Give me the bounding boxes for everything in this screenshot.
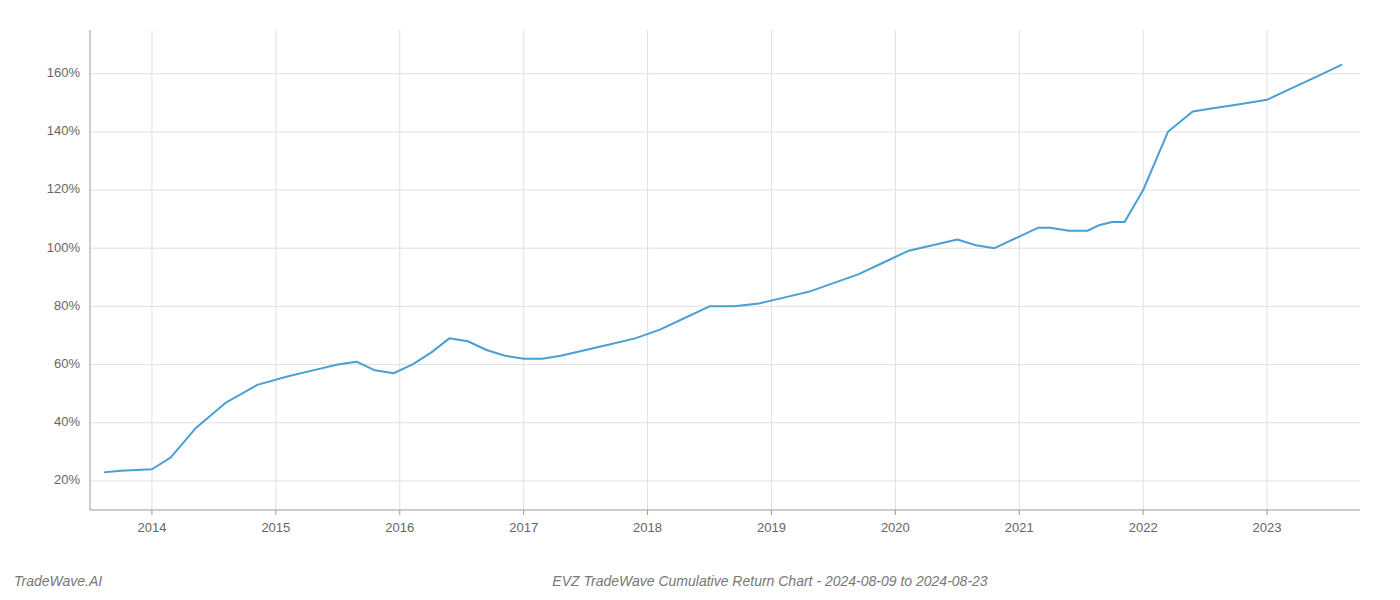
x-tick-label: 2014 [137, 520, 166, 535]
x-grid-line [523, 30, 524, 510]
y-tick-label: 80% [54, 298, 80, 313]
y-grid-line [90, 73, 1360, 74]
x-tick-mark [1143, 510, 1144, 515]
chart-container: 20% 40% 60% 80% 100% 120% 140% 160% 2014 2015 2016… [0, 0, 1400, 600]
y-axis-line [90, 30, 91, 510]
y-tick-label: 60% [54, 356, 80, 371]
x-tick-label: 2021 [1005, 520, 1034, 535]
y-tick-label: 120% [47, 181, 81, 196]
axes: 20% 40% 60% 80% 100% 120% 140% 160% 2014 2015 2016… [47, 30, 1360, 535]
y-grid-line [90, 190, 1360, 191]
x-grid-line [1143, 30, 1144, 510]
x-axis-line [90, 510, 1360, 511]
y-tick-label: 140% [47, 123, 81, 138]
x-tick-label: 2017 [509, 520, 538, 535]
x-tick-label: 2015 [261, 520, 290, 535]
y-tick-label: 100% [47, 240, 81, 255]
data-line [105, 65, 1342, 472]
y-grid-line [90, 248, 1360, 249]
x-tick-mark [771, 510, 772, 515]
x-grid-line [151, 30, 152, 510]
x-grid-line [1019, 30, 1020, 510]
y-grid-line [90, 480, 1360, 481]
chart-title: EVZ TradeWave Cumulative Return Chart - … [552, 573, 987, 589]
watermark: TradeWave.AI [14, 573, 102, 589]
plot-area [105, 65, 1342, 472]
x-tick-label: 2019 [757, 520, 786, 535]
x-tick-mark [151, 510, 152, 515]
x-grid-line [771, 30, 772, 510]
x-grid-line [399, 30, 400, 510]
x-tick-mark [1267, 510, 1268, 515]
x-tick-label: 2022 [1129, 520, 1158, 535]
chart-svg: 20% 40% 60% 80% 100% 120% 140% 160% 2014 2015 2016… [0, 0, 1400, 600]
x-tick-mark [399, 510, 400, 515]
y-grid-line [90, 364, 1360, 365]
background [0, 0, 1400, 600]
y-grid-line [90, 422, 1360, 423]
x-tick-mark [523, 510, 524, 515]
x-grid-line [647, 30, 648, 510]
x-tick-label: 2023 [1253, 520, 1282, 535]
y-tick-label: 20% [54, 472, 80, 487]
x-tick-label: 2018 [633, 520, 662, 535]
x-tick-mark [647, 510, 648, 515]
x-tick-mark [1019, 510, 1020, 515]
y-tick-label: 40% [54, 414, 80, 429]
grid [90, 30, 1360, 510]
x-tick-label: 2020 [881, 520, 910, 535]
x-grid-line [275, 30, 276, 510]
x-grid-line [895, 30, 896, 510]
x-tick-label: 2016 [385, 520, 414, 535]
x-tick-mark [895, 510, 896, 515]
x-tick-mark [275, 510, 276, 515]
y-tick-label: 160% [47, 65, 81, 80]
x-grid-line [1267, 30, 1268, 510]
